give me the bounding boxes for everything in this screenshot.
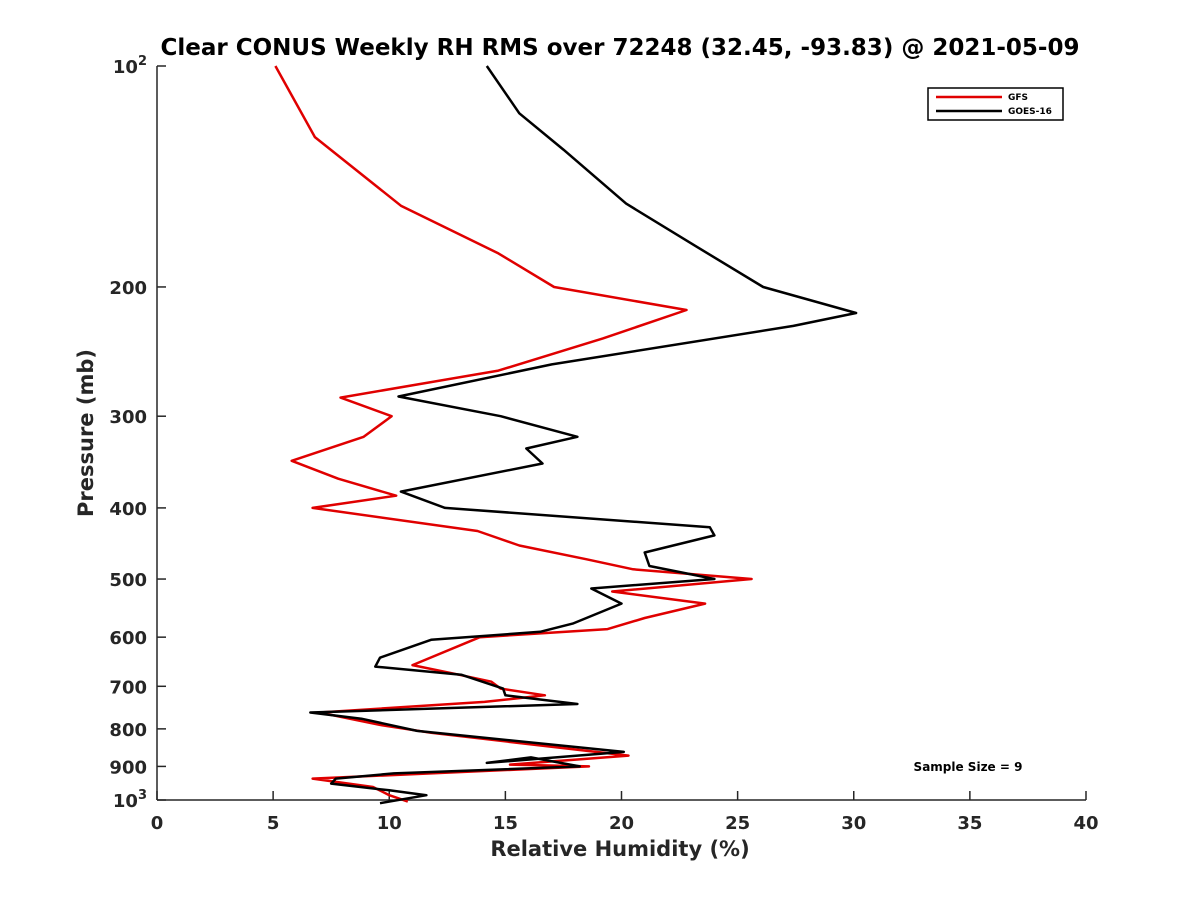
x-axis-label: Relative Humidity (%)	[490, 837, 749, 861]
x-tick-label: 35	[957, 813, 982, 834]
x-tick-label: 0	[151, 813, 164, 834]
y-axis-ticks: 102 200 300 400 500 600 700 800 900 103	[109, 54, 166, 812]
y-tick-label: 200	[109, 278, 147, 299]
chart-title: Clear CONUS Weekly RH RMS over 72248 (32…	[161, 35, 1080, 61]
x-tick-label: 15	[493, 813, 518, 834]
y-tick-label: 700	[109, 677, 147, 698]
x-tick-label: 5	[267, 813, 280, 834]
series-line-gfs	[274, 65, 753, 803]
y-tick-label: 900	[109, 757, 147, 778]
x-tick-label: 25	[725, 813, 750, 834]
y-axis-label: Pressure (mb)	[74, 349, 98, 517]
sample-size-annotation: Sample Size = 9	[914, 760, 1023, 774]
x-tick-label: 40	[1073, 813, 1098, 834]
y-tick-label: 500	[109, 570, 147, 591]
legend-label-gfs: GFS	[1008, 93, 1028, 103]
y-tick-label: 400	[109, 499, 147, 520]
y-tick-label: 300	[109, 407, 147, 428]
axes	[156, 66, 1086, 801]
y-tick-label: 103	[113, 788, 147, 812]
y-tick-label: 600	[109, 628, 147, 649]
series-line-goes16	[309, 65, 858, 805]
x-axis-ticks: 0 5 10 15 20 25 30 35 40	[151, 791, 1099, 834]
y-tick-label: 102	[113, 54, 147, 78]
x-tick-label: 30	[841, 813, 866, 834]
y-tick-label: 800	[109, 720, 147, 741]
legend-box	[927, 87, 1064, 121]
x-tick-label: 10	[377, 813, 402, 834]
legend: GFS GOES-16	[927, 87, 1064, 121]
x-tick-label: 20	[609, 813, 634, 834]
series-lines	[274, 65, 858, 805]
legend-label-goes16: GOES-16	[1008, 107, 1052, 117]
